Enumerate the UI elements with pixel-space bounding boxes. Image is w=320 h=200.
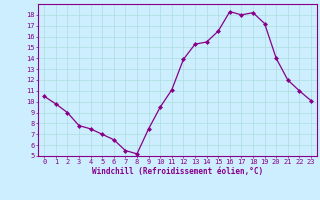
X-axis label: Windchill (Refroidissement éolien,°C): Windchill (Refroidissement éolien,°C) [92,167,263,176]
